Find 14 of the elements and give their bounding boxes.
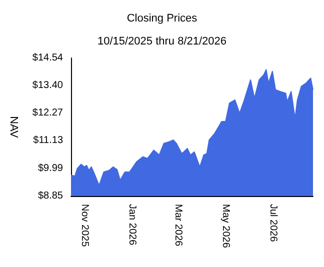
y-tick-label: $9.99 [38,162,64,174]
x-tick-label: Nov 2025 [78,204,90,248]
y-tick-label: $13.40 [32,80,64,92]
chart-title: Closing Prices [126,12,198,24]
y-tick-label: $12.27 [32,108,64,119]
x-tick-label: Mar 2026 [172,204,184,247]
x-tick-label: Jul 2026 [268,204,279,242]
y-tick-label: $14.54 [32,52,64,64]
x-tick-label: May 2026 [220,204,232,248]
y-tick-label: $11.13 [33,135,64,146]
y-tick-label: $8.85 [38,190,64,202]
x-tick-label: Jan 2026 [126,204,138,246]
y-axis-title: NAV [8,116,20,139]
chart-subtitle: 10/15/2025 thru 8/21/2026 [97,36,227,48]
